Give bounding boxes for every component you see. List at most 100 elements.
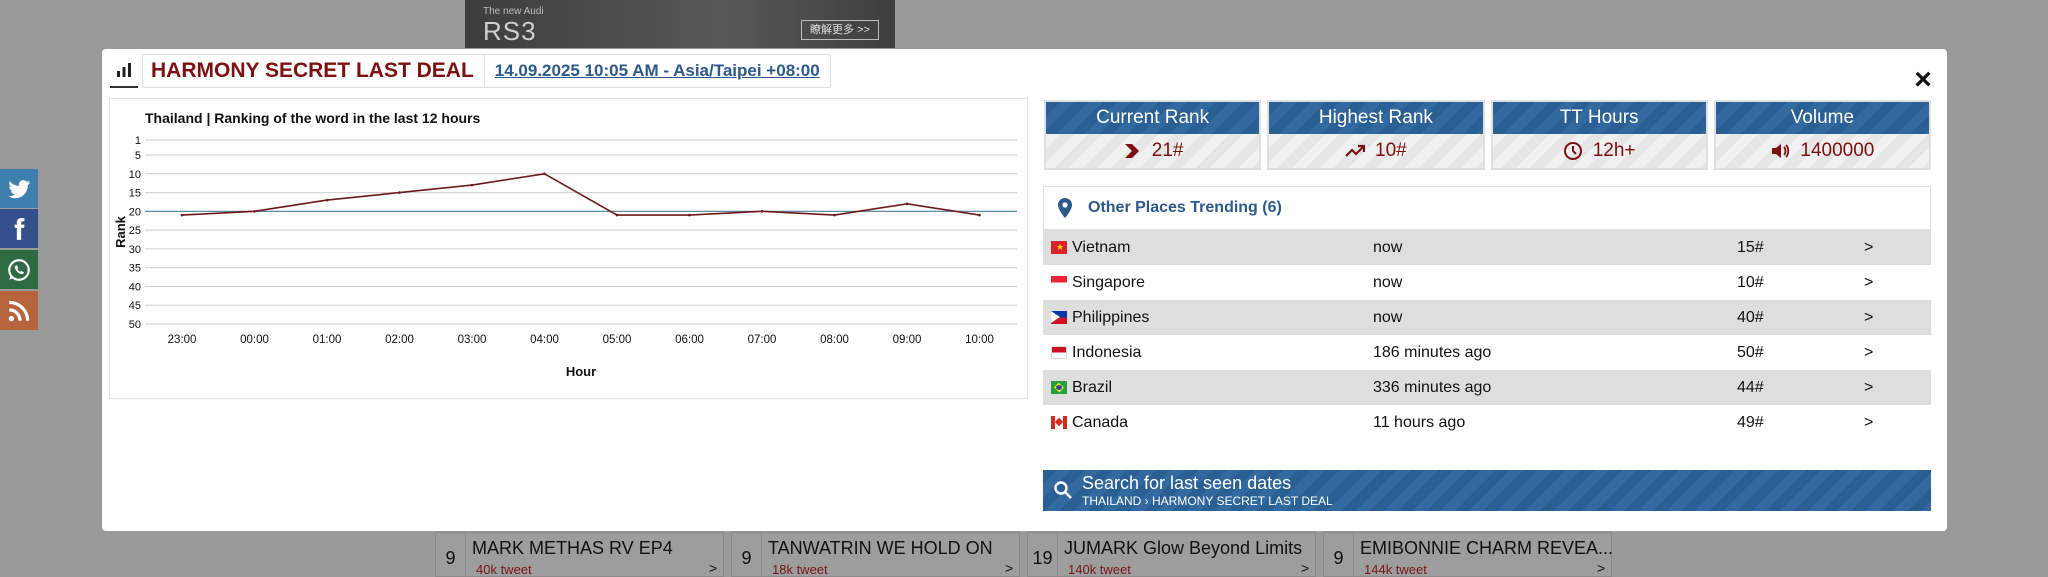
- place-rank: 40#: [1737, 308, 1764, 326]
- canada-flag-icon: [1051, 416, 1067, 429]
- place-rank: 15#: [1737, 238, 1764, 256]
- x-tick-label: 07:00: [748, 334, 777, 346]
- modal-datetime-link[interactable]: 14.09.2025 10:05 AM - Asia/Taipei +08:00: [483, 55, 830, 87]
- chevron-right-icon: >: [1864, 238, 1874, 256]
- rss-feed-button[interactable]: [0, 291, 38, 330]
- search-icon: [1054, 481, 1072, 499]
- y-tick-label: 25: [129, 225, 141, 237]
- x-tick-label: 04:00: [530, 334, 559, 346]
- map-pin-icon: [1058, 198, 1072, 218]
- rank-data-point: [905, 202, 909, 206]
- trend-tweets: 140k tweet: [1068, 562, 1131, 577]
- close-button[interactable]: ×: [1914, 63, 1932, 96]
- chevron-right-icon: [1124, 144, 1139, 158]
- trend-row[interactable]: 9 TANWATRIN WE HOLD ON 18k tweet >: [731, 532, 1020, 577]
- trend-rank: 19: [1028, 533, 1058, 577]
- whatsapp-share-button[interactable]: [0, 250, 38, 289]
- y-tick-label: 10: [129, 169, 141, 181]
- rank-data-point: [325, 198, 329, 202]
- trend-name: MARK METHAS RV EP4: [472, 538, 673, 558]
- bar-chart-icon: [110, 54, 138, 88]
- place-time: 11 hours ago: [1373, 413, 1466, 431]
- y-tick-label: 40: [129, 281, 141, 293]
- place-time: now: [1373, 273, 1403, 291]
- stat-label: TT Hours: [1492, 102, 1706, 134]
- brazil-flag-icon: [1051, 381, 1067, 394]
- facebook-icon: [14, 217, 25, 240]
- rank-series-line: [181, 172, 980, 216]
- chevron-right-icon: >: [1864, 308, 1874, 326]
- place-row-canada[interactable]: Canada 11 hours ago 49# >: [1043, 405, 1931, 440]
- other-places-panel: Other Places Trending (6) ★ Vietnam now …: [1043, 186, 1931, 450]
- trend-rank: 9: [732, 533, 762, 577]
- place-time: 186 minutes ago: [1373, 343, 1492, 361]
- place-row-indonesia[interactable]: Indonesia 186 minutes ago 50# >: [1043, 335, 1931, 370]
- chevron-right-icon: >: [1864, 343, 1874, 361]
- other-places-title: Other Places Trending (6): [1088, 199, 1282, 216]
- y-tick-label: 20: [129, 206, 141, 218]
- trend-row[interactable]: 19 JUMARK Glow Beyond Limits 140k tweet …: [1027, 532, 1316, 577]
- rank-data-point: [978, 213, 981, 217]
- rank-data-point: [833, 213, 836, 217]
- y-tick-label: 1: [135, 135, 141, 147]
- trend-rank: 9: [436, 533, 466, 577]
- stat-highest-rank: Highest Rank 10#: [1267, 100, 1485, 170]
- place-row-brazil[interactable]: Brazil 336 minutes ago 44# >: [1043, 370, 1931, 405]
- modal-header: HARMONY SECRET LAST DEAL 14.09.2025 10:0…: [110, 54, 831, 88]
- facebook-share-button[interactable]: [0, 209, 38, 248]
- trend-name: JUMARK Glow Beyond Limits: [1064, 538, 1303, 558]
- background-ad-banner[interactable]: The new Audi RS3 瞭解更多 >>: [465, 0, 895, 48]
- trend-tweets: 40k tweet: [476, 562, 532, 577]
- x-tick-label: 06:00: [675, 334, 704, 346]
- trend-rank: 9: [1324, 533, 1354, 577]
- place-row-vietnam[interactable]: ★ Vietnam now 15# >: [1043, 230, 1931, 265]
- place-country: Canada: [1072, 413, 1129, 431]
- chevron-right-icon: >: [708, 560, 717, 576]
- stat-current-rank: Current Rank 21#: [1044, 100, 1262, 170]
- ad-learn-more-button[interactable]: 瞭解更多 >>: [801, 20, 879, 40]
- rank-data-point: [543, 172, 546, 176]
- place-row-philippines[interactable]: Philippines now 40# >: [1043, 300, 1931, 335]
- trend-row[interactable]: 9 EMIBONNIE CHARM REVEA... 144k tweet >: [1323, 532, 1614, 577]
- search-title: Search for last seen dates: [1082, 473, 1292, 493]
- place-country: Singapore: [1072, 273, 1145, 291]
- whatsapp-icon: [8, 258, 30, 281]
- place-rank: 44#: [1737, 378, 1764, 396]
- stats-bar: Current Rank 21# Highest Rank 10# TT Hou…: [1044, 100, 1931, 170]
- x-axis-label: Hour: [566, 364, 596, 379]
- other-places-header: Other Places Trending (6): [1043, 186, 1931, 230]
- place-time: now: [1373, 238, 1403, 256]
- chevron-right-icon: >: [1864, 413, 1874, 431]
- y-tick-label: 35: [129, 263, 141, 275]
- trend-tweets: 18k tweet: [772, 562, 828, 577]
- place-time: now: [1373, 308, 1403, 326]
- trend-name: TANWATRIN WE HOLD ON: [768, 538, 993, 558]
- chevron-right-icon: >: [1864, 378, 1874, 396]
- y-tick-label: 45: [129, 300, 141, 312]
- x-tick-label: 05:00: [603, 334, 632, 346]
- place-rank: 10#: [1737, 273, 1764, 291]
- place-row-singapore[interactable]: Singapore now 10# >: [1043, 265, 1931, 300]
- chevron-right-icon: >: [1596, 560, 1605, 576]
- volume-icon: [1772, 144, 1790, 158]
- twitter-share-button[interactable]: [0, 169, 38, 208]
- stat-value: 10#: [1375, 140, 1407, 161]
- rank-data-point: [180, 213, 184, 217]
- chevron-right-icon: >: [1004, 560, 1013, 576]
- rank-data-point: [688, 213, 691, 217]
- ad-tagline: The new Audi: [483, 6, 544, 17]
- place-rank: 50#: [1737, 343, 1764, 361]
- trend-name: EMIBONNIE CHARM REVEA...: [1360, 538, 1614, 558]
- place-country: Brazil: [1072, 378, 1113, 396]
- stat-value: 21#: [1151, 140, 1184, 161]
- x-tick-label: 00:00: [240, 334, 269, 346]
- stat-value: 12h+: [1592, 140, 1636, 161]
- trending-up-icon: [1345, 144, 1366, 157]
- search-last-seen-button[interactable]: Search for last seen dates THAILAND › HA…: [1043, 470, 1931, 511]
- trend-row[interactable]: 9 MARK METHAS RV EP4 40k tweet >: [435, 532, 724, 577]
- rank-data-point: [615, 213, 619, 217]
- stat-tt-hours: TT Hours 12h+: [1490, 100, 1708, 170]
- indonesia-flag-icon: [1051, 346, 1067, 359]
- rank-data-point: [398, 191, 401, 194]
- rank-data-point: [470, 183, 474, 187]
